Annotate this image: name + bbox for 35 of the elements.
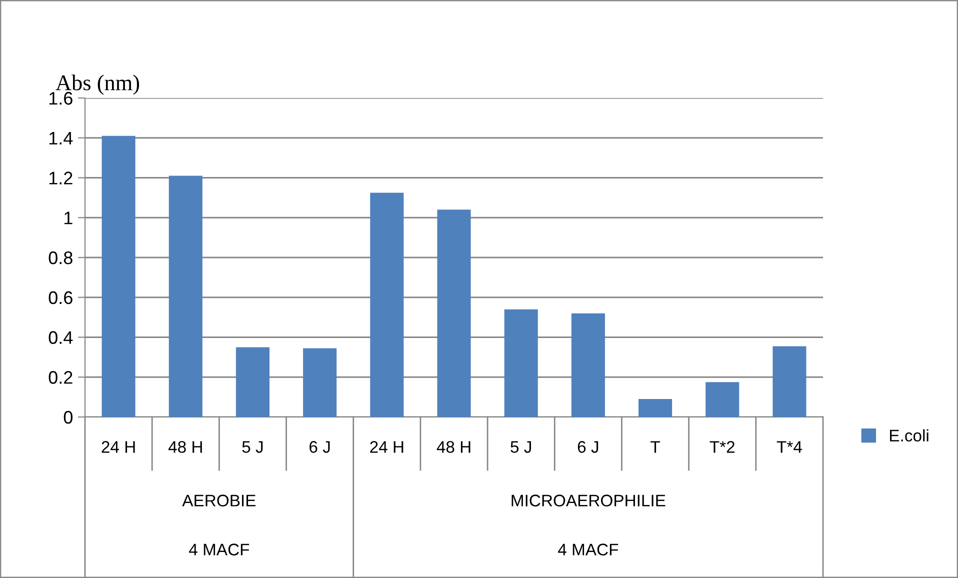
legend-label: E.coli <box>890 429 928 442</box>
bar <box>370 192 404 417</box>
x-tick-label: T*4 <box>776 441 802 453</box>
y-tick-label: 1 <box>64 212 72 224</box>
y-tick-label: 0 <box>64 410 72 424</box>
x-tick-label: 5 J <box>510 441 531 453</box>
x-tick-label: 24 H <box>370 441 404 453</box>
x-tick-label: 5 J <box>242 441 263 453</box>
bar <box>437 210 471 417</box>
bar <box>638 399 672 417</box>
bar <box>236 347 270 417</box>
text: 4 MACF <box>189 544 250 556</box>
x-tick-label: 48 H <box>436 441 470 453</box>
y-tick-label: 0.8 <box>48 251 72 264</box>
bar <box>504 309 538 417</box>
y-tick-label: 0.2 <box>48 371 72 384</box>
bar <box>571 313 605 417</box>
text: MICROAEROPHILIE <box>512 494 666 506</box>
y-tick-label: 1.4 <box>49 132 73 144</box>
x-tick-label: 6 J <box>578 441 598 453</box>
x-tick-label: 24 H <box>102 441 135 453</box>
bar <box>303 348 337 417</box>
x-tick-label: T <box>650 441 660 453</box>
bar <box>706 382 740 417</box>
y-tick-label: 1.2 <box>49 172 72 184</box>
text: AEROBIE <box>182 494 256 506</box>
bar <box>102 136 136 417</box>
x-tick-label: 6 J <box>310 441 330 453</box>
x-tick-label: 48 H <box>168 441 202 453</box>
x-tick-label: T*2 <box>710 441 734 453</box>
bar <box>168 176 202 417</box>
y-tick-label: 0.4 <box>48 331 73 344</box>
y-tick-label: 0.6 <box>48 291 72 304</box>
text: 4 MACF <box>558 544 618 556</box>
bar <box>772 346 806 417</box>
